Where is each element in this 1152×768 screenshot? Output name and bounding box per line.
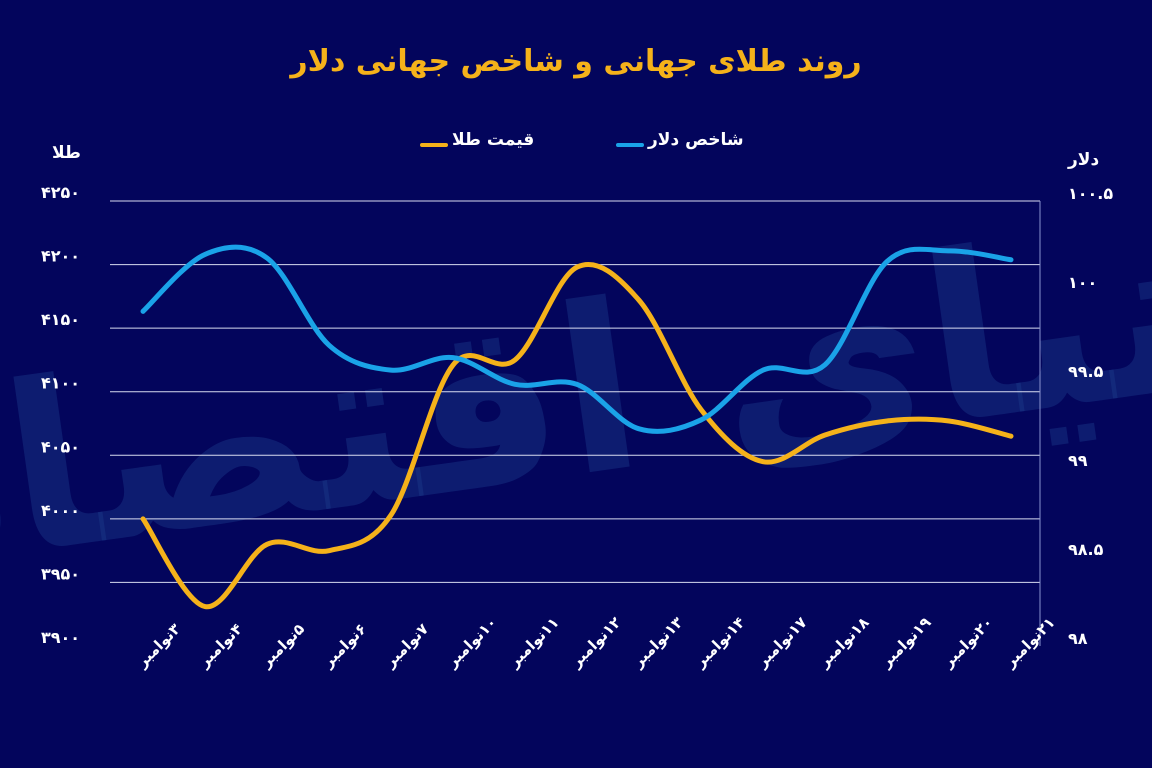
x-tick-label: ۱۹نوامبر [876, 613, 934, 671]
right-tick-label: ۱۰۰.۵ [1068, 184, 1113, 203]
left-tick-label: ۳۹۵۰ [41, 564, 80, 583]
x-tick-label: ۱۰نوامبر [442, 613, 500, 671]
right-tick-label: ۹۹ [1068, 451, 1088, 470]
left-tick-label: ۴۲۰۰ [41, 247, 80, 266]
chart-title: روند طلای جهانی و شاخص جهانی دلار [290, 44, 862, 79]
x-tick-label: ۲۱نوامبر [1000, 613, 1058, 671]
gold-price-line [140, 261, 1014, 610]
x-tick-label: ۴نوامبر [194, 620, 246, 672]
x-tick-label: ۱۷نوامبر [752, 613, 810, 671]
legend-gold: قیمت طلا [420, 130, 534, 150]
x-tick-label: ۳نوامبر [132, 620, 184, 672]
left-tick-label: ۴۰۵۰ [41, 437, 80, 456]
left-tick-label: ۴۲۵۰ [41, 183, 80, 202]
legend-dollar-swatch [616, 143, 644, 147]
right-tick-label: ۹۹.۵ [1068, 362, 1104, 381]
left-tick-label: ۴۰۰۰ [41, 501, 80, 520]
left-tick-label: ۳۹۰۰ [41, 628, 80, 647]
x-tick-label: ۱۳نوامبر [628, 613, 686, 671]
x-tick-label: ۵نوامبر [256, 620, 308, 672]
legend-dollar-label: شاخص دلار [648, 130, 744, 150]
left-tick-label: ۴۱۰۰ [41, 374, 80, 393]
right-tick-label: ۱۰۰ [1068, 273, 1097, 292]
left-axis-title: طلا [52, 143, 81, 163]
x-tick-label: ۱۱نوامبر [504, 613, 562, 671]
x-tick-label: ۱۴نوامبر [690, 613, 748, 671]
left-tick-label: ۴۱۵۰ [41, 310, 80, 329]
x-tick-label: ۷نوامبر [380, 620, 432, 672]
right-axis-title: دلار [1068, 150, 1100, 170]
right-tick-label: ۹۸ [1068, 629, 1088, 648]
right-tick-label: ۹۸.۵ [1068, 540, 1104, 559]
x-tick-label: ۱۸نوامبر [814, 613, 872, 671]
x-tick-label: ۲۰نوامبر [938, 613, 996, 671]
legend-dollar: شاخص دلار [616, 130, 744, 150]
x-tick-label: ۶نوامبر [318, 620, 370, 672]
x-tick-label: ۱۲نوامبر [566, 613, 624, 671]
legend-gold-label: قیمت طلا [452, 130, 535, 150]
legend-gold-swatch [420, 143, 448, 147]
